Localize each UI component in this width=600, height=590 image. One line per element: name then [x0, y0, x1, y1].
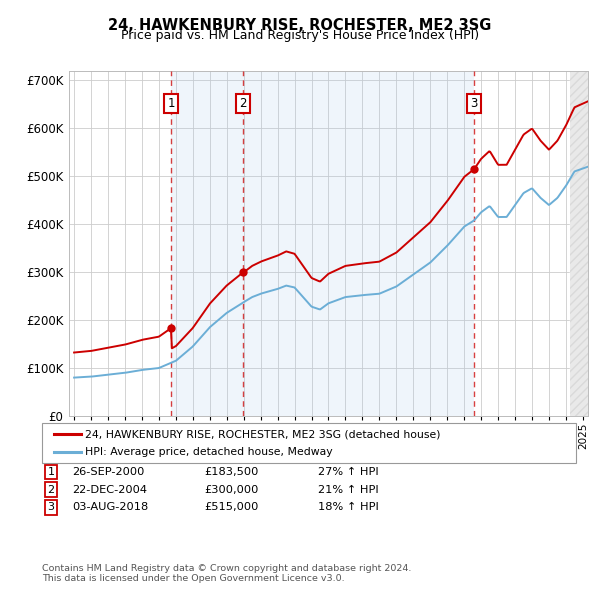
Text: 21% ↑ HPI: 21% ↑ HPI [318, 485, 379, 494]
Bar [570, 71, 588, 416]
Text: 26-SEP-2000: 26-SEP-2000 [72, 467, 145, 477]
Text: 24, HAWKENBURY RISE, ROCHESTER, ME2 3SG: 24, HAWKENBURY RISE, ROCHESTER, ME2 3SG [109, 18, 491, 32]
Text: 18% ↑ HPI: 18% ↑ HPI [318, 503, 379, 512]
Bar [570, 71, 588, 416]
Text: Price paid vs. HM Land Registry's House Price Index (HPI): Price paid vs. HM Land Registry's House … [121, 30, 479, 42]
Text: 22-DEC-2004: 22-DEC-2004 [72, 485, 147, 494]
Text: 3: 3 [470, 97, 478, 110]
Text: HPI: Average price, detached house, Medway: HPI: Average price, detached house, Medw… [85, 447, 333, 457]
Text: 2: 2 [47, 485, 55, 494]
Text: 2: 2 [239, 97, 247, 110]
Text: Contains HM Land Registry data © Crown copyright and database right 2024.
This d: Contains HM Land Registry data © Crown c… [42, 563, 412, 583]
Bar [171, 71, 244, 416]
Text: 1: 1 [47, 467, 55, 477]
Text: 27% ↑ HPI: 27% ↑ HPI [318, 467, 379, 477]
Text: 24, HAWKENBURY RISE, ROCHESTER, ME2 3SG (detached house): 24, HAWKENBURY RISE, ROCHESTER, ME2 3SG … [85, 430, 440, 440]
Text: £183,500: £183,500 [204, 467, 259, 477]
Text: 3: 3 [47, 503, 55, 512]
Text: 03-AUG-2018: 03-AUG-2018 [72, 503, 148, 512]
Text: 1: 1 [167, 97, 175, 110]
Bar [244, 71, 474, 416]
Text: £300,000: £300,000 [204, 485, 259, 494]
Text: £515,000: £515,000 [204, 503, 259, 512]
